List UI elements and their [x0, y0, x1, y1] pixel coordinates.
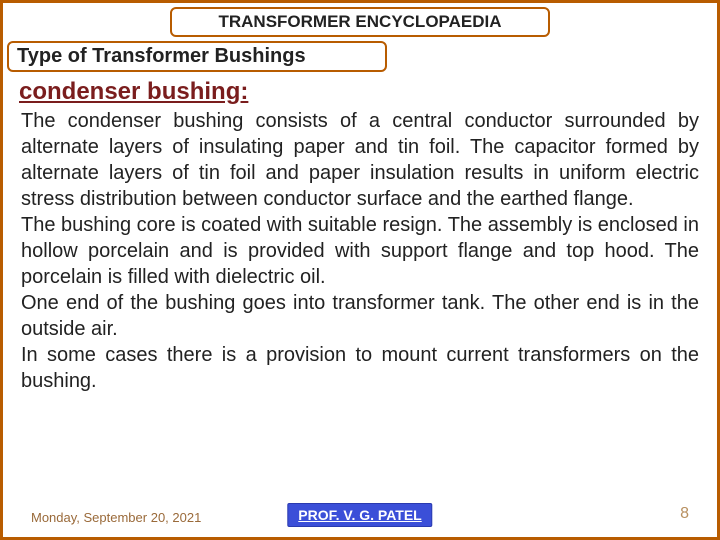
header-title: TRANSFORMER ENCYCLOPAEDIA — [218, 12, 501, 31]
content-body: The condenser bushing consists of a cent… — [21, 108, 699, 394]
footer-author: PROF. V. G. PATEL — [287, 503, 432, 527]
footer-date: Monday, September 20, 2021 — [31, 510, 201, 525]
footer-page: 8 — [680, 505, 689, 523]
content-heading: condenser bushing: — [19, 78, 701, 106]
footer: Monday, September 20, 2021 PROF. V. G. P… — [3, 499, 717, 527]
header-banner: TRANSFORMER ENCYCLOPAEDIA — [170, 7, 550, 37]
section-banner: Type of Transformer Bushings — [7, 41, 387, 72]
section-title: Type of Transformer Bushings — [17, 45, 306, 67]
